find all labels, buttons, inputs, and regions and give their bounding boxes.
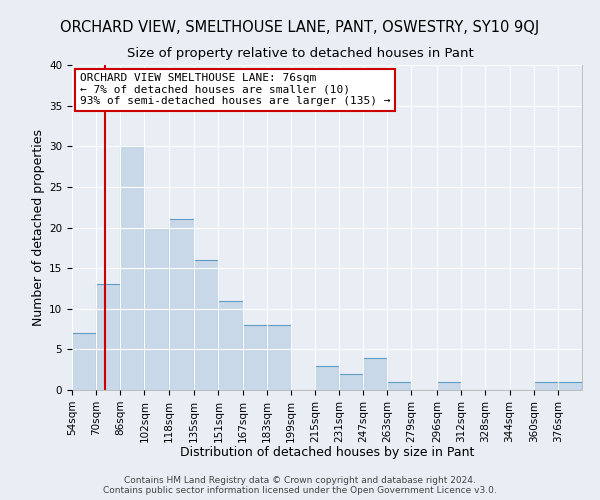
Bar [315,366,339,390]
Bar [120,146,145,390]
Bar [437,382,461,390]
Text: Contains HM Land Registry data © Crown copyright and database right 2024.
Contai: Contains HM Land Registry data © Crown c… [103,476,497,495]
Bar [339,374,363,390]
Y-axis label: Number of detached properties: Number of detached properties [32,129,45,326]
X-axis label: Distribution of detached houses by size in Pant: Distribution of detached houses by size … [180,446,474,459]
Bar [363,358,388,390]
Bar [266,325,291,390]
Bar [242,325,266,390]
Text: Size of property relative to detached houses in Pant: Size of property relative to detached ho… [127,48,473,60]
Bar [96,284,120,390]
Bar [72,333,96,390]
Bar [169,220,194,390]
Bar [534,382,558,390]
Bar [218,300,242,390]
Text: ORCHARD VIEW, SMELTHOUSE LANE, PANT, OSWESTRY, SY10 9QJ: ORCHARD VIEW, SMELTHOUSE LANE, PANT, OSW… [61,20,539,35]
Bar [558,382,582,390]
Bar [145,228,169,390]
Text: ORCHARD VIEW SMELTHOUSE LANE: 76sqm
← 7% of detached houses are smaller (10)
93%: ORCHARD VIEW SMELTHOUSE LANE: 76sqm ← 7%… [80,73,390,106]
Bar [388,382,412,390]
Bar [194,260,218,390]
